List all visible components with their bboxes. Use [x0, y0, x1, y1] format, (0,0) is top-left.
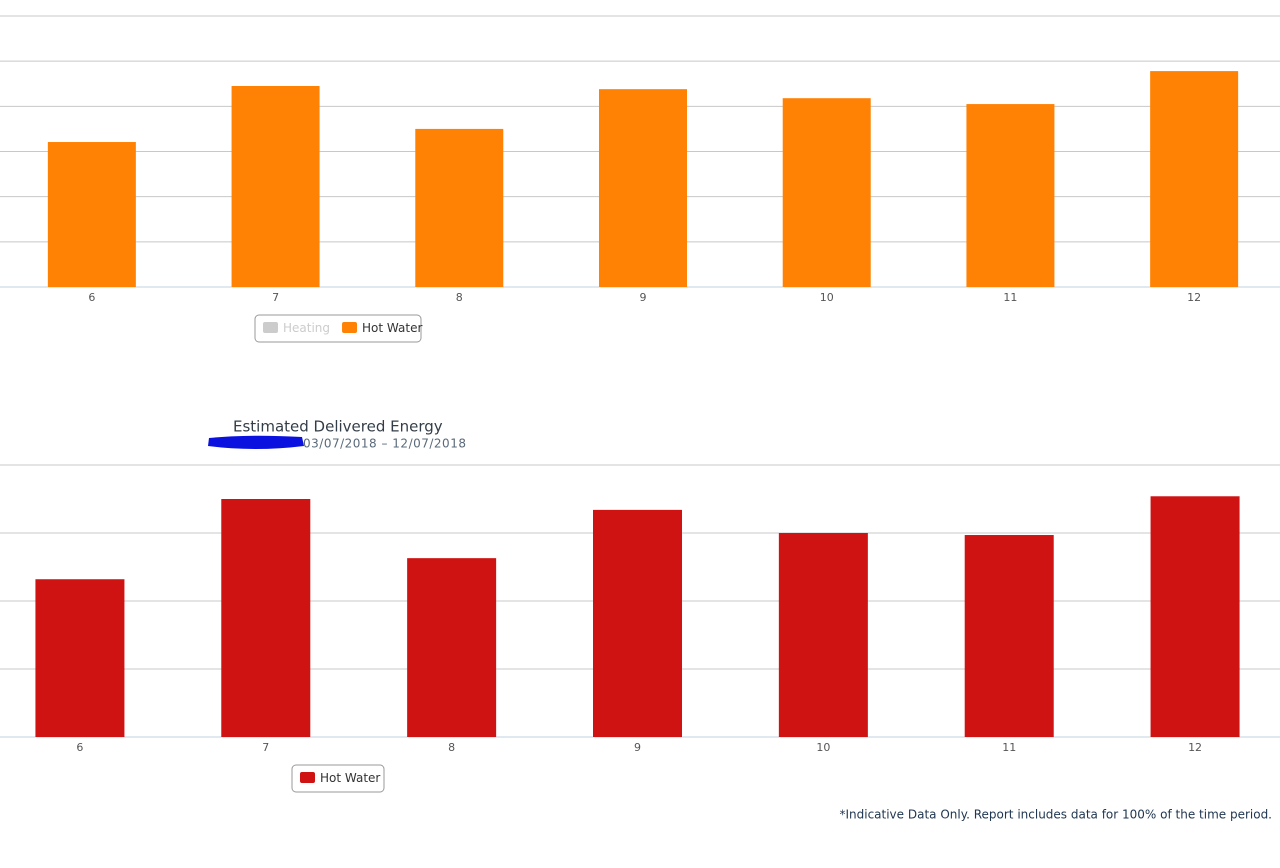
bar	[1150, 71, 1239, 287]
bar	[782, 98, 871, 287]
bar	[35, 579, 125, 737]
x-tick-label: 6	[88, 291, 95, 304]
footnote: *Indicative Data Only. Report includes d…	[839, 808, 1272, 822]
chart-title: Estimated Delivered Energy	[233, 418, 443, 436]
x-tick-label: 10	[820, 291, 834, 304]
bar	[415, 128, 504, 287]
legend-box	[254, 314, 422, 343]
x-tick-label: 12	[1188, 741, 1202, 754]
bar	[593, 509, 682, 737]
x-tick-label: 8	[448, 741, 455, 754]
x-tick-label: 9	[640, 291, 647, 304]
legend-box	[291, 764, 385, 793]
x-tick-label: 8	[456, 291, 463, 304]
bar	[966, 104, 1055, 287]
legend-label: Hot Water	[320, 771, 380, 785]
x-tick-label: 7	[272, 291, 279, 304]
legend-label: Hot Water	[362, 321, 422, 335]
bar	[231, 86, 320, 287]
x-tick-label: 10	[816, 741, 830, 754]
bar	[407, 558, 497, 737]
bar	[47, 142, 136, 287]
bar	[1150, 496, 1240, 737]
legend-swatch	[300, 772, 315, 783]
bar	[778, 533, 868, 737]
legend-swatch	[342, 322, 358, 333]
x-tick-label: 9	[634, 741, 641, 754]
x-tick-label: 7	[262, 741, 269, 754]
bar	[964, 535, 1054, 737]
redaction	[208, 435, 304, 449]
legend-swatch	[263, 322, 278, 333]
chart-subtitle: 03/07/2018 – 12/07/2018	[303, 437, 466, 451]
x-tick-label: 11	[1003, 291, 1017, 304]
x-tick-label: 11	[1002, 741, 1016, 754]
x-tick-label: 12	[1187, 291, 1201, 304]
legend-label: Heating	[283, 321, 330, 335]
bar	[221, 499, 311, 737]
x-tick-label: 6	[76, 741, 83, 754]
bar	[599, 89, 687, 287]
